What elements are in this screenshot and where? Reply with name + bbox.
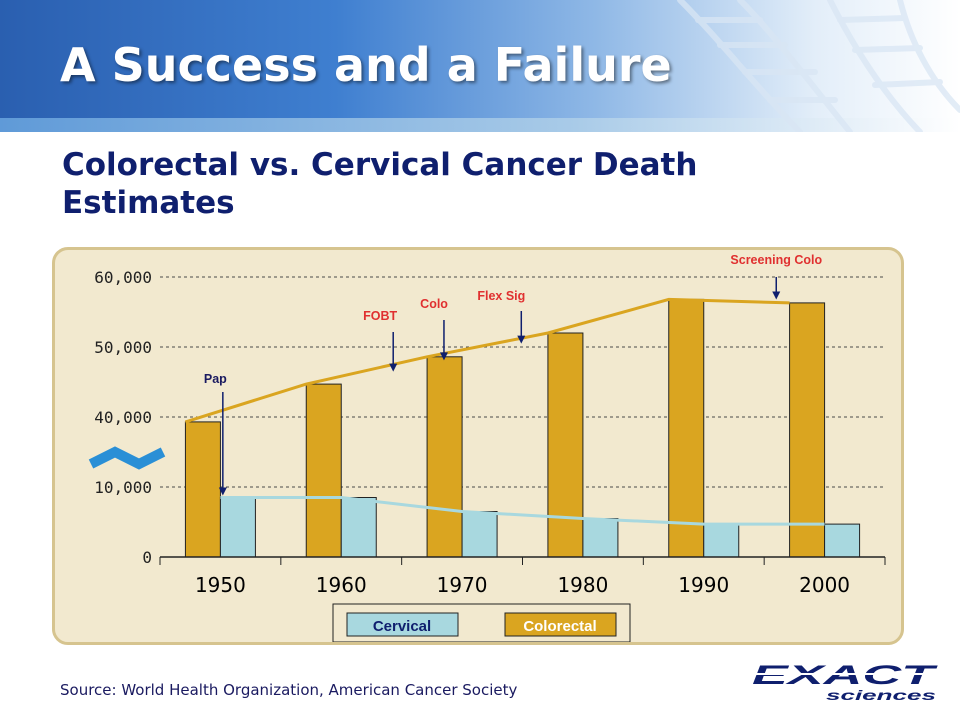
- axis-break-marker: [88, 446, 166, 470]
- bar-colorectal-1980: [547, 332, 584, 558]
- x-tick-label: 1970: [437, 573, 488, 597]
- legend-swatch-cervical: [346, 612, 459, 637]
- title-banner: A Success and a Failure: [0, 0, 960, 132]
- source-note: Source: World Health Organization, Ameri…: [60, 681, 518, 699]
- x-tick-label: 1950: [195, 573, 246, 597]
- legend-swatch-colorectal: [504, 612, 617, 637]
- annotation-arrowhead: [439, 352, 448, 361]
- bar-cervical-2000: [824, 523, 861, 558]
- chart-subtitle: Colorectal vs. Cervical Cancer Death Est…: [62, 147, 698, 221]
- x-tick-label: 1990: [678, 573, 729, 597]
- bar-colorectal-1960: [305, 383, 342, 558]
- bar-colorectal-2000: [789, 302, 826, 558]
- bar-cervical-1980: [582, 518, 619, 558]
- bar-cervical-1990: [703, 523, 740, 558]
- annotation-label: Flex Sig: [477, 289, 525, 303]
- banner-stripe: [0, 118, 960, 132]
- trend-line-cervical: [220, 496, 825, 526]
- cancer-death-chart: 60,000 50,000 40,000 10,000 0 1950 1960 1970 198…: [88, 253, 886, 642]
- x-tick-label: 1980: [557, 573, 608, 597]
- annotation-arrowhead: [517, 335, 526, 344]
- bar-colorectal-1990: [668, 298, 705, 558]
- annotation-label: Screening Colo: [730, 253, 822, 267]
- annotation-arrowhead: [389, 363, 398, 372]
- exact-sciences-logo: EXACT sciences: [752, 660, 939, 703]
- y-tick-label: 40,000: [94, 408, 152, 427]
- x-tick-label: 2000: [799, 573, 850, 597]
- chart-panel: 60,000 50,000 40,000 10,000 0 1950 1960 1970 198…: [52, 247, 904, 645]
- y-tick-label: 10,000: [94, 478, 152, 497]
- y-tick-label: 50,000: [94, 338, 152, 357]
- bar-cervical-1970: [461, 511, 498, 558]
- x-tick-label: 1960: [316, 573, 367, 597]
- bar-cervical-1950: [219, 497, 256, 558]
- legend-box: [332, 603, 631, 642]
- annotation-arrowhead: [772, 291, 781, 300]
- annotation-arrowhead: [218, 487, 227, 496]
- annotation-label: Pap: [204, 372, 227, 386]
- slide-title: A Success and a Failure: [60, 38, 672, 92]
- y-tick-label: 60,000: [94, 268, 152, 287]
- legend-label-cervical: Cervical: [373, 618, 431, 635]
- bar-colorectal-1970: [426, 356, 463, 558]
- logo-secondary: sciences: [826, 687, 936, 703]
- dna-helix-decoration: [677, 0, 960, 132]
- bar-cervical-1960: [340, 497, 377, 558]
- y-tick-label: 0: [142, 548, 152, 567]
- legend-label-colorectal: Colorectal: [523, 618, 596, 635]
- annotation-label: Colo: [420, 297, 448, 311]
- trend-line-colorectal: [184, 297, 790, 424]
- annotation-label: FOBT: [363, 309, 397, 323]
- bar-colorectal-1950: [184, 421, 221, 558]
